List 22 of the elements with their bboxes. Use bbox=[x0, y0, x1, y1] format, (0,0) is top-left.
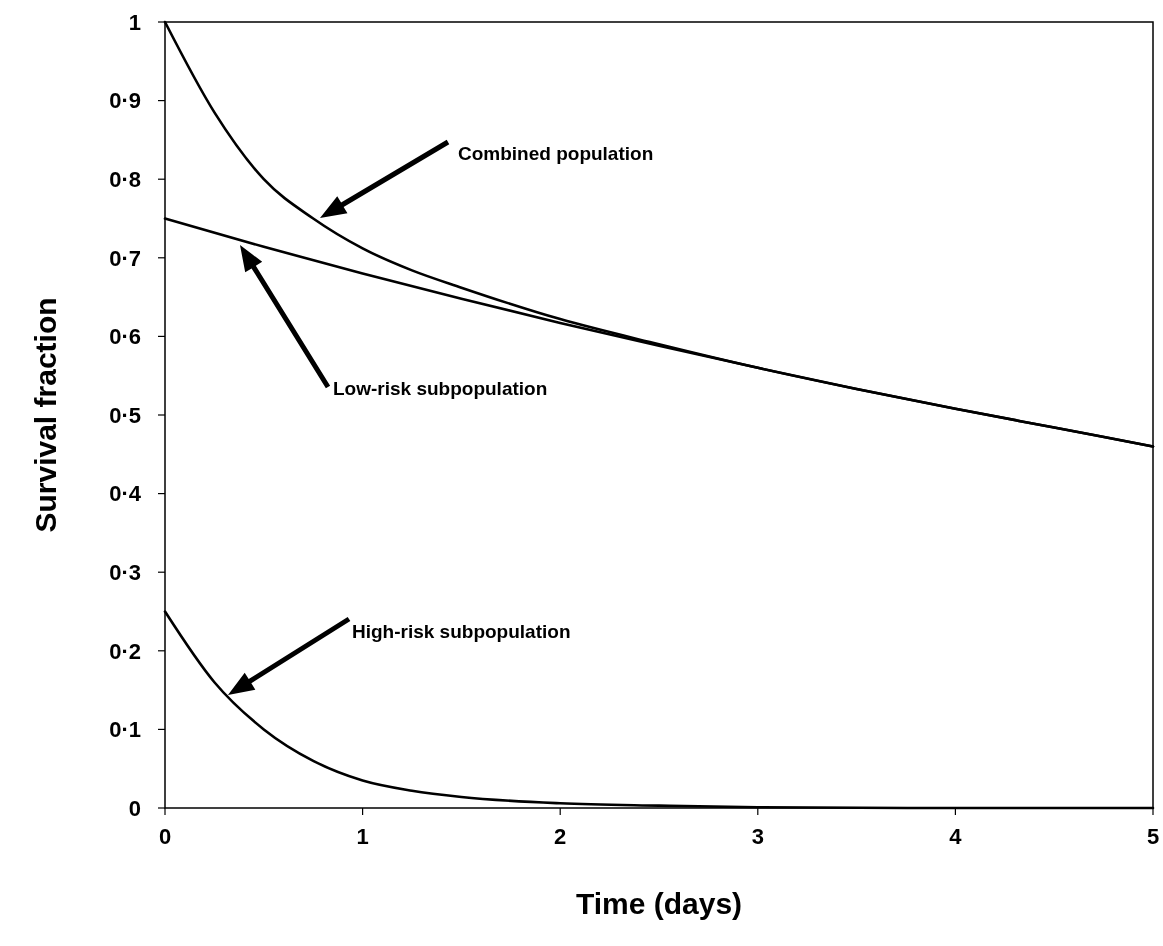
x-tick-label: 5 bbox=[1146, 824, 1160, 849]
y-tick-label: 0·4 bbox=[109, 481, 142, 507]
annotation: Combined population bbox=[458, 143, 654, 164]
y-tick-label: 0·6 bbox=[109, 324, 141, 350]
x-tick-label: 1 bbox=[356, 824, 369, 849]
y-tick-label: 0·2 bbox=[109, 638, 141, 664]
y-tick-label: 0·5 bbox=[109, 402, 141, 428]
annotation: High-risk subpopulation bbox=[352, 621, 571, 642]
x-tick-label: 3 bbox=[751, 824, 764, 849]
y-tick-label: 0·1 bbox=[109, 717, 141, 743]
y-tick-label: 0·8 bbox=[109, 166, 141, 192]
y-tick-label: 0·3 bbox=[109, 559, 141, 585]
x-tick-label: 2 bbox=[554, 824, 567, 849]
annotation: Low-risk subpopulation bbox=[333, 378, 548, 399]
y-axis-title: Survival fraction bbox=[29, 297, 62, 533]
y-tick-label: 0·7 bbox=[109, 245, 141, 271]
y-tick-label: 0·9 bbox=[109, 88, 141, 114]
x-axis-title: Time (days) bbox=[575, 887, 743, 920]
y-tick-label: 1 bbox=[128, 9, 141, 35]
x-tick-label: 0 bbox=[158, 824, 172, 849]
y-tick-label: 0 bbox=[128, 795, 141, 821]
x-tick-label: 4 bbox=[949, 824, 963, 849]
